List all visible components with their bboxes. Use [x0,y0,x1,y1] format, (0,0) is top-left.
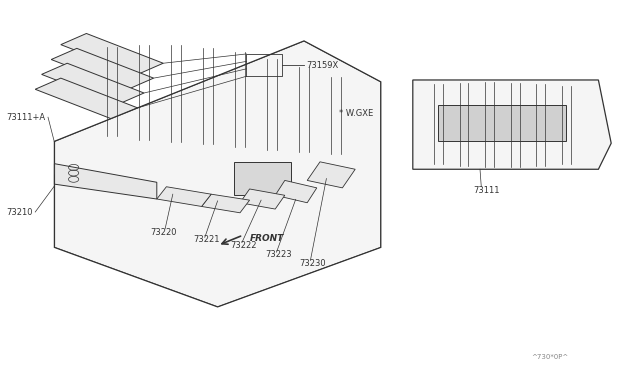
Polygon shape [42,63,144,104]
Text: 73220: 73220 [150,228,177,237]
Text: FRONT: FRONT [250,234,284,243]
Text: 73111+A: 73111+A [6,113,45,122]
Text: 73111: 73111 [474,186,500,195]
Polygon shape [240,189,285,209]
Text: ^730*0P^: ^730*0P^ [531,354,568,360]
Text: * W.GXE: * W.GXE [339,109,374,118]
Polygon shape [51,48,154,89]
Polygon shape [54,164,157,199]
Text: 73221: 73221 [193,235,220,244]
Polygon shape [438,105,566,141]
Polygon shape [234,162,291,195]
Polygon shape [413,80,611,169]
Polygon shape [54,41,381,307]
Text: 73223: 73223 [266,250,292,259]
Text: 73222: 73222 [230,241,257,250]
Text: 73230: 73230 [300,259,326,268]
Polygon shape [307,162,355,188]
Polygon shape [61,33,163,74]
Polygon shape [275,180,317,203]
Text: 73210: 73210 [6,208,33,217]
Polygon shape [157,187,211,206]
Polygon shape [202,194,250,213]
Text: 73159X: 73159X [306,61,338,70]
Polygon shape [35,78,138,119]
